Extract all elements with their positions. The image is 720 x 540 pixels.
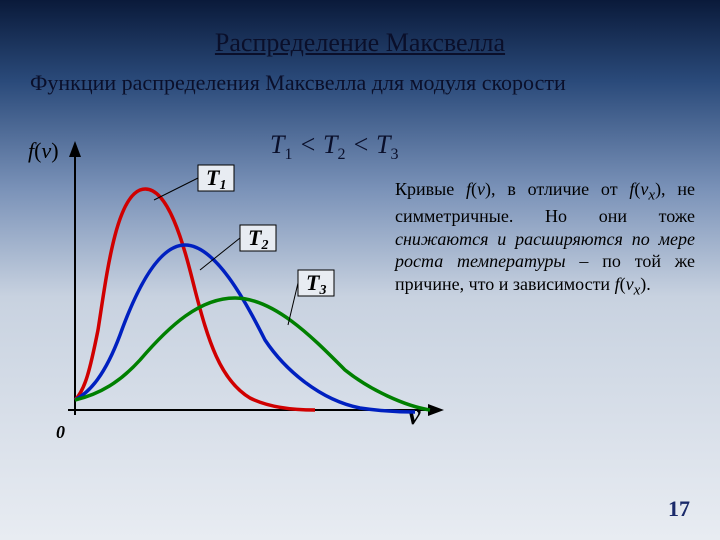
page-number: 17 [668,496,690,522]
slide-title: Распределение Максвелла [0,28,720,58]
pointer-t1 [154,178,198,200]
pointer-t3 [288,283,298,325]
maxwell-distribution-chart: T1T2T3 [20,130,460,460]
curve-t2 [75,245,415,412]
slide: Распределение Максвелла Функции распреде… [0,0,720,540]
slide-subtitle: Функции распределения Максвелла для моду… [30,70,566,96]
curve-t1 [75,189,315,410]
